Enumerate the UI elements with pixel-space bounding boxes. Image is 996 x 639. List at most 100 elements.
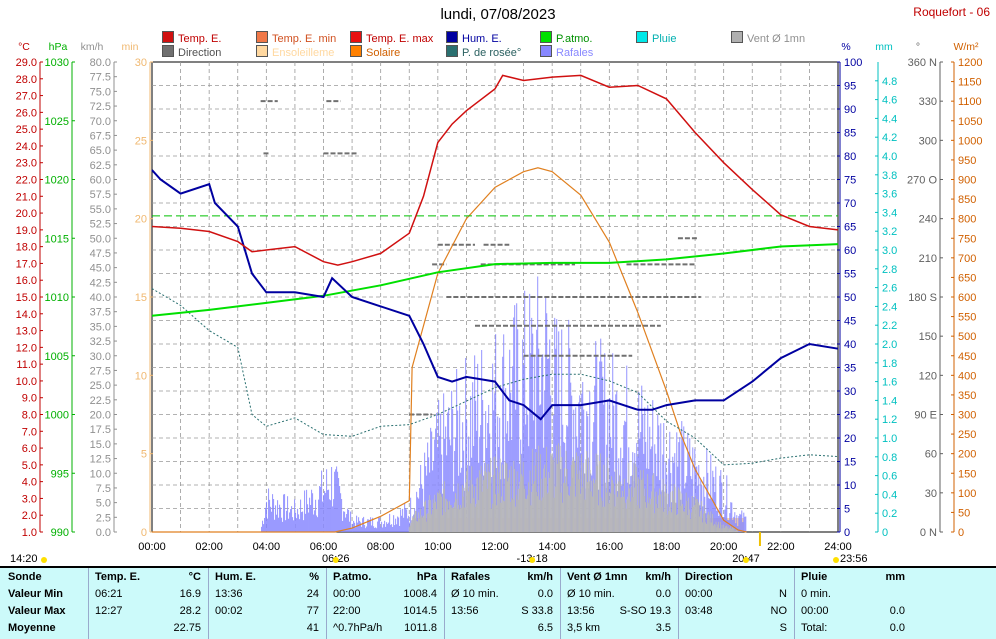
wind-tick-label: 37.5 — [90, 307, 111, 319]
stats-cell: 0.0 — [655, 588, 671, 600]
solar-tick-label: 1200 — [958, 57, 982, 69]
solar-line — [152, 167, 747, 533]
direction-tick-label: 60 — [925, 449, 937, 461]
temp-tick-label: 8.0 — [22, 410, 37, 422]
stats-cell: °C — [188, 571, 201, 583]
direction-tick-label: 330 — [919, 96, 937, 108]
temp-tick-label: 22.0 — [16, 175, 37, 187]
stats-column: Direction 00:00 N 03:48 NO S — [678, 568, 795, 639]
direction-tick-label: 210 — [919, 253, 937, 265]
pressure-tick-label: 1010 — [45, 292, 69, 304]
stats-row-label: Moyenne — [8, 622, 56, 634]
rain-tick-label: 0 — [882, 527, 888, 539]
solar-tick-label: 950 — [958, 155, 976, 167]
legend-item: Ensoleilleme — [256, 45, 334, 59]
wind-tick-label: 50.0 — [90, 233, 111, 245]
legend-label: Rafales — [556, 47, 594, 59]
solar-tick-label: 750 — [958, 233, 976, 245]
solar-tick-label: 550 — [958, 312, 976, 324]
wind-bars — [408, 443, 739, 532]
solar-tick-label: 700 — [958, 253, 976, 265]
legend-item: Hum. E. — [446, 31, 502, 45]
wind-tick-label: 2.5 — [96, 512, 111, 524]
temp-tick-label: 13.0 — [16, 326, 37, 338]
stats-cell: mm — [885, 571, 905, 583]
direction-tick-label: 90 E — [914, 410, 937, 422]
x-tick-label: 14:00 — [538, 541, 566, 553]
legend-item: Solaire — [350, 45, 400, 59]
humidity-tick-label: 100 — [844, 57, 862, 69]
x-tick-label: 20:00 — [710, 541, 738, 553]
minutes-tick-label: 5 — [141, 449, 147, 461]
wind-tick-label: 30.0 — [90, 351, 111, 363]
humidity-tick-label: 0 — [844, 527, 850, 539]
x-tick-label: 16:00 — [596, 541, 624, 553]
stats-cell: Vent Ø 1mn — [567, 571, 628, 583]
temp-tick-label: 5.0 — [22, 460, 37, 472]
temp-tick-label: 2.0 — [22, 510, 37, 522]
legend-label: Direction — [178, 47, 222, 59]
temp-tick-label: 21.0 — [16, 191, 37, 203]
rain-tick-label: 4.6 — [882, 95, 897, 107]
stats-cell: Direction — [685, 571, 733, 583]
temp-tick-label: 16.0 — [16, 275, 37, 287]
humidity-tick-label: 55 — [844, 269, 856, 281]
humidity-tick-label: 30 — [844, 386, 856, 398]
stats-cell: 41 — [306, 622, 319, 634]
wind-tick-label: 80.0 — [90, 57, 111, 69]
temp-tick-label: 10.0 — [16, 376, 37, 388]
rain-axis-unit: mm — [875, 41, 893, 53]
humidity-tick-label: 95 — [844, 81, 856, 93]
rain-tick-label: 1.4 — [882, 395, 897, 407]
legend-label: Temp. E. max — [366, 33, 434, 45]
solar-tick-label: 250 — [958, 429, 976, 441]
rain-tick-label: 2.6 — [882, 283, 897, 295]
temp-tick-label: 26.0 — [16, 107, 37, 119]
rain-tick-label: 2.0 — [882, 339, 897, 351]
rain-tick-label: 2.2 — [882, 320, 897, 332]
x-tick-label: 06:00 — [310, 541, 338, 553]
legend-label: Ensoleilleme — [272, 47, 335, 59]
pressure-tick-label: 995 — [51, 468, 69, 480]
humidity-tick-label: 35 — [844, 363, 856, 375]
wind-tick-label: 5.0 — [96, 498, 111, 510]
humidity-tick-label: 70 — [844, 198, 856, 210]
rain-tick-label: 3.6 — [882, 189, 897, 201]
wind-tick-label: 22.5 — [90, 395, 111, 407]
stats-cell: 00:00 — [685, 588, 713, 600]
temp-tick-label: 29.0 — [16, 57, 37, 69]
stats-cell: 06:21 — [95, 588, 123, 600]
pressure-tick-label: 1020 — [45, 175, 69, 187]
wind-tick-label: 60.0 — [90, 175, 111, 187]
sun-time-marker: 23:56 — [840, 553, 868, 565]
wind-tick-label: 67.5 — [90, 130, 111, 142]
stats-cell: Rafales — [451, 571, 491, 583]
stats-row-label: Sonde — [8, 571, 42, 583]
rain-tick-label: 4.2 — [882, 132, 897, 144]
legend-item: Temp. E. — [162, 31, 221, 45]
x-tick-label: 04:00 — [253, 541, 281, 553]
pressure-tick-label: 1025 — [45, 116, 69, 128]
temp-tick-label: 11.0 — [16, 359, 37, 371]
solar-tick-label: 800 — [958, 214, 976, 226]
x-tick-label: 08:00 — [367, 541, 395, 553]
legend-label: Temp. E. min — [272, 33, 337, 45]
stats-cell: 3.5 — [655, 622, 671, 634]
stats-cell: S 33.8 — [521, 605, 553, 617]
temp-tick-label: 3.0 — [22, 493, 37, 505]
wind-tick-label: 65.0 — [90, 145, 111, 157]
direction-tick-label: 300 — [919, 135, 937, 147]
minutes-tick-label: 10 — [135, 370, 147, 382]
solar-tick-label: 0 — [958, 527, 964, 539]
legend-label: Pluie — [652, 33, 677, 45]
direction-axis-unit: ° — [916, 41, 920, 53]
direction-tick-label: 0 N — [920, 527, 937, 539]
legend-swatch — [636, 31, 648, 43]
humidity-tick-label: 60 — [844, 245, 856, 257]
pressure-axis-unit: hPa — [49, 41, 68, 53]
humidity-tick-label: 75 — [844, 175, 856, 187]
stats-cell: Ø 10 min. — [451, 588, 499, 600]
sun-marker-icon — [41, 557, 47, 563]
stats-cell: 24 — [306, 588, 319, 600]
